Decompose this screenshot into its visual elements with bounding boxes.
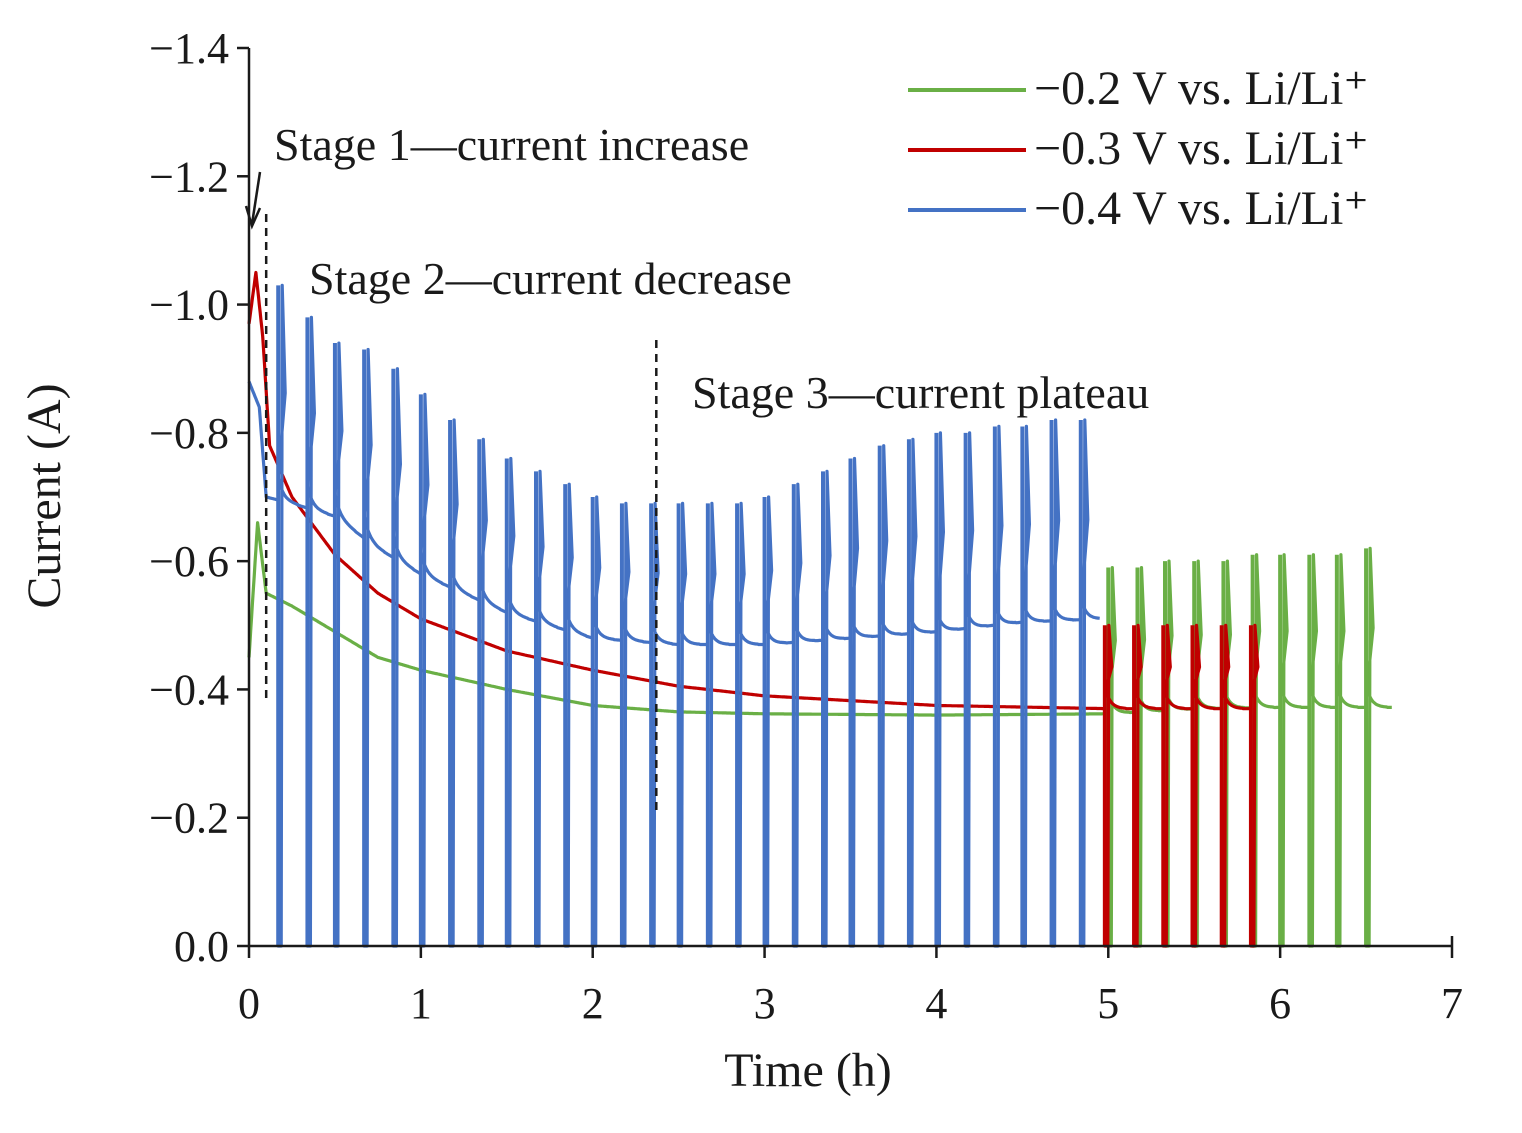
legend-label-0.4V: −0.4 V vs. Li/Li⁺ bbox=[1034, 182, 1369, 235]
legend-label-0.2V: −0.2 V vs. Li/Li⁺ bbox=[1034, 62, 1369, 115]
axes-layer: 0.0 −0.2 −0.4 −0.6 −0.8 −1.0 −1.2 −1.4 0 1 2 3 4 5 6 7 bbox=[149, 24, 1463, 1028]
y-tick-label: −0.6 bbox=[149, 537, 229, 586]
x-tick-label: 7 bbox=[1441, 979, 1463, 1028]
x-axis-title: Time (h) bbox=[724, 1044, 892, 1097]
legend: −0.2 V vs. Li/Li⁺ −0.3 V vs. Li/Li⁺ −0.4… bbox=[908, 62, 1369, 235]
series-line bbox=[247, 283, 1101, 948]
y-axis-title: Current (A) bbox=[18, 383, 71, 608]
stage-3-annotation: Stage 3—current plateau bbox=[692, 367, 1149, 418]
x-tick-label: 4 bbox=[925, 979, 947, 1028]
y-tick-label: −0.8 bbox=[149, 409, 229, 458]
y-tick-label: −1.2 bbox=[149, 152, 229, 201]
y-tick-label: −0.2 bbox=[149, 794, 229, 843]
x-tick-label: 6 bbox=[1269, 979, 1291, 1028]
y-tick-label: −0.4 bbox=[149, 665, 229, 714]
y-tick-label: 0.0 bbox=[174, 922, 229, 971]
x-tick-label: 2 bbox=[582, 979, 604, 1028]
stage-2-annotation: Stage 2—current decrease bbox=[309, 253, 792, 304]
x-tick-label: 3 bbox=[754, 979, 776, 1028]
x-tick-label: 5 bbox=[1097, 979, 1119, 1028]
y-tick-label: −1.4 bbox=[149, 24, 229, 73]
x-tick-label: 1 bbox=[410, 979, 432, 1028]
series-2 bbox=[247, 283, 1101, 948]
plot-layer bbox=[247, 214, 1393, 948]
stage-1-annotation: Stage 1—current increase bbox=[274, 119, 749, 170]
legend-label-0.3V: −0.3 V vs. Li/Li⁺ bbox=[1034, 122, 1369, 175]
x-tick-label: 0 bbox=[238, 979, 260, 1028]
y-tick-label: −1.0 bbox=[149, 281, 229, 330]
stage-1-arrow bbox=[244, 171, 262, 230]
